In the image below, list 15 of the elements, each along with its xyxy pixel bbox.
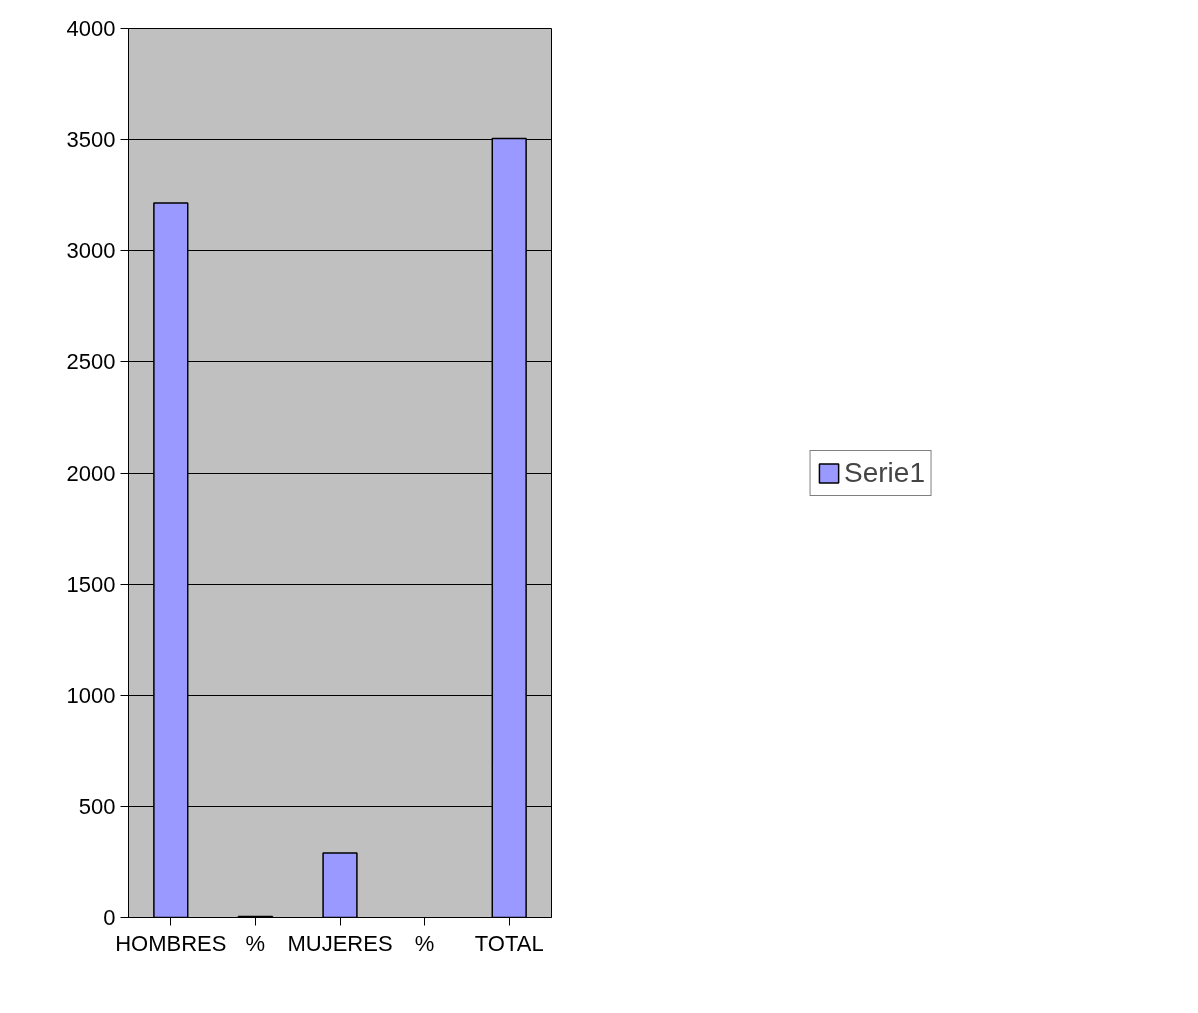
y-tick-label: 0 bbox=[103, 905, 116, 930]
y-tick-label: 1500 bbox=[66, 571, 116, 597]
legend-label: Serie1 bbox=[844, 456, 925, 489]
y-tick-label: 2500 bbox=[66, 349, 116, 375]
y-tick-label: 3000 bbox=[66, 238, 116, 264]
y-tick-label: 500 bbox=[78, 793, 116, 819]
y-tick-label: 1000 bbox=[66, 682, 116, 708]
y-tick-label: 3500 bbox=[66, 127, 116, 153]
x-tick-label: TOTAL bbox=[474, 930, 544, 956]
y-tick-label: 4000 bbox=[66, 16, 116, 41]
x-tick-label: HOMBRES bbox=[115, 930, 227, 956]
x-tick-label: % bbox=[414, 930, 435, 956]
y-tick-label: 2000 bbox=[66, 460, 116, 486]
x-tick-label: MUJERES bbox=[287, 930, 393, 956]
x-tick-label: % bbox=[245, 930, 266, 956]
